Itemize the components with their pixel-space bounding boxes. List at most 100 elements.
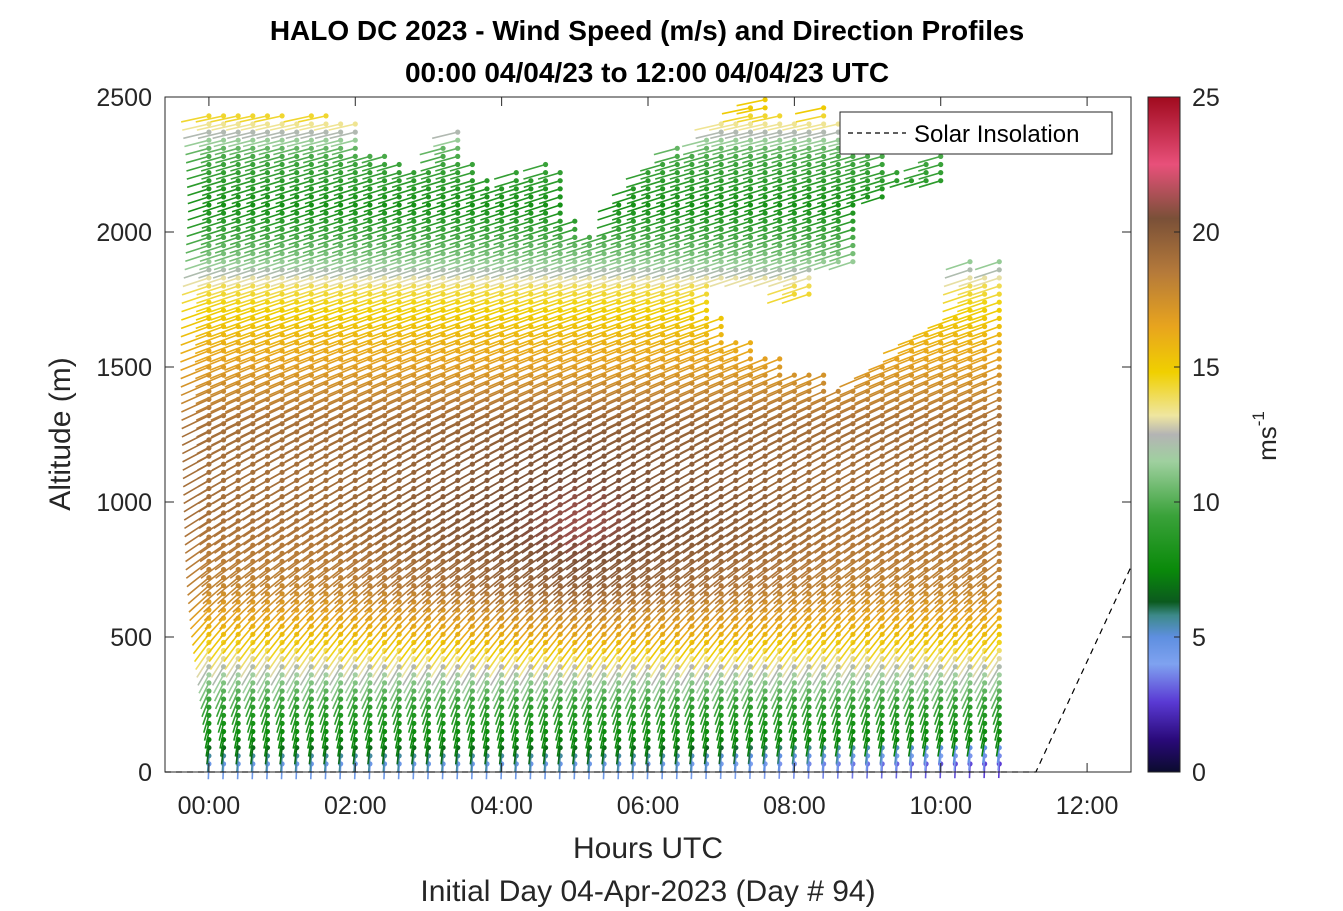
wind-barb-shaft [204,609,225,630]
wind-barb-point [645,672,651,678]
wind-barb-shaft [375,552,400,571]
wind-barb-point [206,178,212,184]
wind-barb-shaft [275,204,297,213]
wind-barb-shaft [342,406,371,422]
wind-barb-shaft [638,544,664,563]
wind-barb-point [396,591,402,597]
wind-barb-shaft [315,139,341,148]
wind-barb-shaft [380,609,400,630]
wind-barb-shaft [274,228,297,238]
wind-barb-shaft [261,593,283,613]
wind-barb-point [264,696,271,702]
wind-barb-shaft [432,512,459,530]
wind-barb-point [367,307,373,313]
wind-barb-point [455,291,461,297]
wind-barb-shaft [276,593,298,613]
wind-barb-point [206,688,212,694]
wind-barb-shaft [254,431,283,446]
wind-barb-point [557,267,563,273]
wind-barb-point [220,113,227,119]
wind-barb-point [206,251,212,257]
wind-barb-point [469,259,475,265]
wind-barb-point [367,210,373,216]
wind-barb-shaft [521,536,546,554]
wind-barb-shaft [551,552,576,571]
wind-barb-point [542,267,549,273]
wind-barb-point [455,218,461,224]
wind-barb-shaft [293,739,298,757]
wind-barb-point [469,161,475,168]
wind-barb-shaft [283,317,312,330]
wind-barb-point [396,226,402,232]
wind-barb-shaft [376,698,386,718]
wind-barb-shaft [350,601,371,622]
wind-barb-shaft [345,536,371,554]
wind-barb-point [250,688,256,694]
wind-barb-point [279,194,285,200]
wind-barb-point [586,267,593,273]
wind-barb-shaft [294,755,298,772]
wind-barb-shaft [367,747,371,765]
wind-barb-shaft [224,390,254,405]
wind-barb-point [235,178,241,184]
wind-barb-point [381,267,388,273]
wind-barb-shaft [214,536,239,554]
wind-barb-shaft [228,139,254,148]
wind-barb-shaft [293,617,312,638]
wind-barb-shaft [330,512,356,530]
wind-barb-shaft [448,544,473,563]
wind-barb-shaft [301,520,327,538]
wind-barb-shaft [253,382,283,397]
wind-barb-shaft [433,536,459,554]
wind-barb-point [264,688,271,694]
wind-barb-point [338,210,344,216]
wind-barb-point [338,242,344,249]
wind-barb-point [338,332,344,338]
wind-barb-shaft [274,163,297,172]
wind-barb-shaft [277,609,298,630]
wind-barb-shaft [297,317,327,330]
wind-barb-shaft [268,390,298,405]
wind-barb-shaft [356,390,385,405]
wind-barb-shaft [267,641,283,663]
wind-barb-point [528,267,534,273]
wind-barb-shaft [195,325,224,338]
wind-barb-shaft [181,406,210,422]
wind-barb-shaft [201,576,225,596]
wind-barb-shaft [283,301,312,313]
wind-barb-shaft [200,690,210,710]
wind-barb-point [323,210,329,216]
wind-barb-point [616,218,622,224]
wind-barb-shaft [212,674,225,694]
wind-barb-point [542,696,549,702]
wind-barb-point [338,226,344,232]
wind-barb-shaft [197,277,224,288]
wind-barb-point [308,161,314,168]
wind-barb-shaft [258,147,283,156]
wind-barb-shaft [182,277,210,288]
wind-barb-shaft [298,285,327,296]
wind-barb-shaft [317,163,341,172]
wind-barb-shaft [211,123,239,131]
wind-barb-shaft [350,609,371,630]
wind-barb-point [294,121,300,127]
wind-barb-point [528,259,534,265]
wind-barb-shaft [370,374,400,388]
wind-barb-shaft [311,341,341,355]
wind-barb-point [250,299,256,305]
wind-barb-point [586,234,593,240]
wind-barb-shaft [276,601,298,622]
wind-barb-shaft [407,706,415,725]
wind-barb-point [206,194,212,200]
wind-barb-shaft [325,641,342,663]
wind-barb-point [381,704,388,710]
wind-barb-shaft [594,536,620,554]
wind-barb-shaft [280,755,283,772]
wind-barb-shaft [272,520,298,538]
wind-barb-shaft [274,568,298,588]
wind-barb-point [279,688,285,694]
wind-barb-point [308,591,314,597]
wind-barb-point [308,194,314,200]
wind-barb-point [455,202,461,208]
wind-barb-point [250,259,256,265]
